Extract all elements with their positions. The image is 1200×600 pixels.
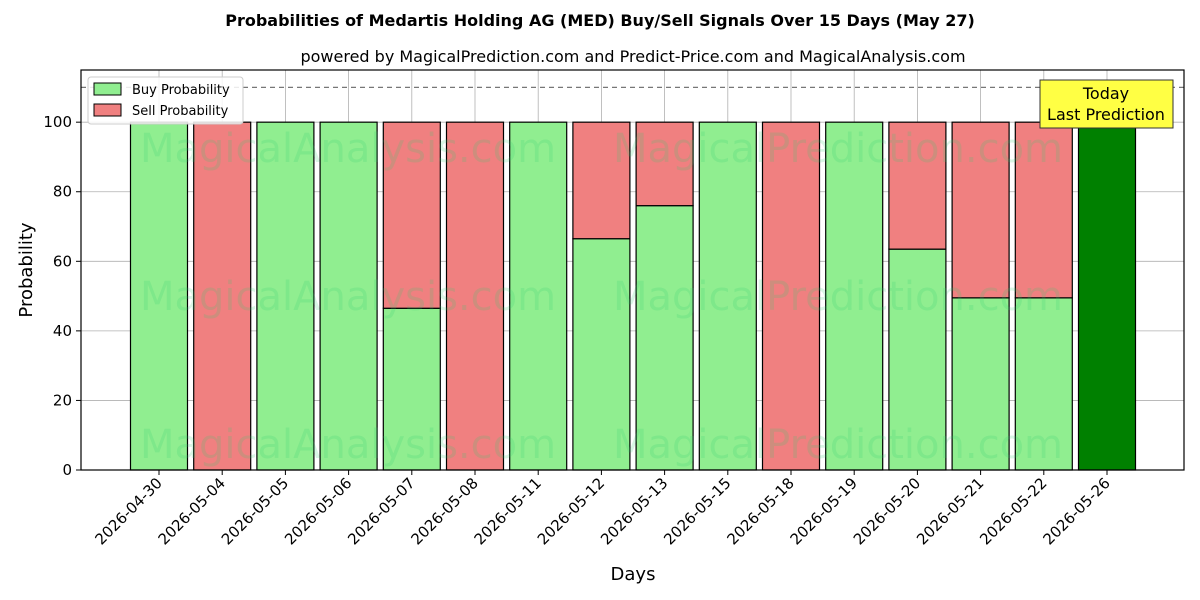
- legend-box: [87, 76, 244, 125]
- bar-sell: [382, 121, 441, 309]
- x-tick-label: 2026-05-06: [281, 474, 355, 548]
- plot-frame: [80, 69, 1185, 471]
- bar-sell: [635, 121, 694, 207]
- annotation-box: [1039, 79, 1174, 129]
- watermark-text: MagicalPrediction.com: [613, 126, 1063, 172]
- chart-subtitle: powered by MagicalPrediction.com and Pre…: [300, 47, 965, 66]
- x-tick-label: 2026-04-30: [91, 474, 165, 548]
- x-tick-label: 2026-05-22: [976, 474, 1050, 548]
- annotation-line2: Last Prediction: [1047, 105, 1165, 124]
- x-tick-label: 2026-05-11: [471, 474, 545, 548]
- legend-label: Buy Probability: [132, 83, 230, 98]
- watermark-text: MagicalPrediction.com: [613, 274, 1063, 320]
- bar-sell: [445, 121, 505, 471]
- y-tick-label: 0: [62, 461, 72, 479]
- y-tick-label: 60: [53, 252, 72, 270]
- x-tick-label: 2026-05-18: [723, 474, 797, 548]
- annotation-line1: Today: [1082, 84, 1129, 103]
- bar-buy: [1077, 121, 1137, 471]
- bar-buy: [698, 121, 757, 471]
- x-tick-label: 2026-05-21: [913, 474, 987, 548]
- bar-buy: [382, 307, 441, 471]
- today-annotation: Today Last Prediction: [1039, 79, 1174, 129]
- x-axis-label: Days: [611, 564, 656, 585]
- legend: Buy Probability Sell Probability: [87, 76, 244, 125]
- bar-buy: [509, 121, 568, 471]
- bar-buy: [319, 121, 378, 471]
- x-tick-label: 2026-05-26: [1039, 474, 1113, 548]
- bar-buy: [951, 297, 1010, 471]
- bar-sell: [888, 121, 947, 250]
- bar-buy: [129, 121, 189, 471]
- x-tick-label: 2026-05-13: [597, 474, 671, 548]
- bar-buy: [256, 121, 315, 471]
- bar-sell: [193, 121, 252, 471]
- watermark-text: MagicalAnalysis.com: [140, 126, 556, 172]
- x-tick-label: 2026-05-07: [344, 474, 418, 548]
- x-tick-label: 2026-05-20: [850, 474, 924, 548]
- watermark-layer: MagicalAnalysis.com MagicalPrediction.com…: [140, 126, 1063, 468]
- x-tick-label: 2026-05-04: [155, 474, 229, 548]
- x-tick-label: 2026-05-15: [660, 474, 734, 548]
- y-tick-label: 80: [53, 183, 72, 201]
- bars-layer: [129, 121, 1137, 471]
- y-axis-label: Probability: [16, 222, 37, 317]
- legend-label: Sell Probability: [132, 104, 229, 119]
- watermark-text: MagicalAnalysis.com: [140, 422, 556, 468]
- bar-buy: [572, 238, 631, 471]
- bar-buy: [825, 121, 884, 471]
- y-tick-label: 20: [53, 391, 72, 409]
- x-tick-label: 2026-05-12: [534, 474, 608, 548]
- bar-sell: [951, 121, 1010, 299]
- legend-swatch: [93, 82, 122, 96]
- bar-sell: [572, 121, 631, 240]
- x-tick-label: 2026-05-05: [218, 474, 292, 548]
- x-tick-label: 2026-05-19: [787, 474, 861, 548]
- watermark-text: MagicalAnalysis.com: [140, 274, 556, 320]
- x-tick-label: 2026-05-08: [407, 474, 481, 548]
- y-tick-label: 40: [53, 322, 72, 340]
- legend-swatch: [93, 103, 122, 117]
- watermark-text: MagicalPrediction.com: [613, 422, 1063, 468]
- chart-title: Probabilities of Medartis Holding AG (ME…: [225, 11, 975, 30]
- y-tick-label: 100: [43, 113, 72, 131]
